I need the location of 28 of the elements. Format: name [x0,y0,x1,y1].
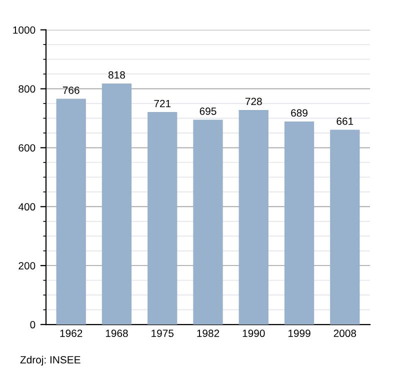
data-label: 766 [62,86,80,94]
bar [193,120,223,325]
y-tick-label: 1000 [13,26,36,34]
x-tick-label: 1975 [152,330,174,338]
data-label: 721 [154,100,171,108]
data-label: 728 [245,98,262,106]
text: Zdroj: INSEE [20,356,80,366]
y-tick-label: 800 [18,85,36,93]
y-tick-label: 600 [18,144,36,152]
bar [148,112,178,325]
x-tick-label: 2008 [334,330,356,338]
x-tick-label: 1962 [60,330,82,338]
bar [56,98,86,325]
y-tick-label: 0 [30,321,36,328]
data-label: 689 [291,109,308,117]
bar [284,121,314,325]
y-tick-label: 400 [18,203,36,211]
bar [330,130,360,325]
data-label: 661 [336,118,354,125]
bar [238,110,268,325]
x-tick-label: 1968 [106,330,128,338]
data-label: 818 [108,71,125,79]
x-tick-label: 1982 [197,330,220,338]
x-tick-label: 1990 [242,330,265,338]
bar [102,83,132,325]
y-tick-label: 200 [18,262,36,270]
data-label: 695 [200,108,216,115]
x-tick-label: 1999 [288,330,310,338]
